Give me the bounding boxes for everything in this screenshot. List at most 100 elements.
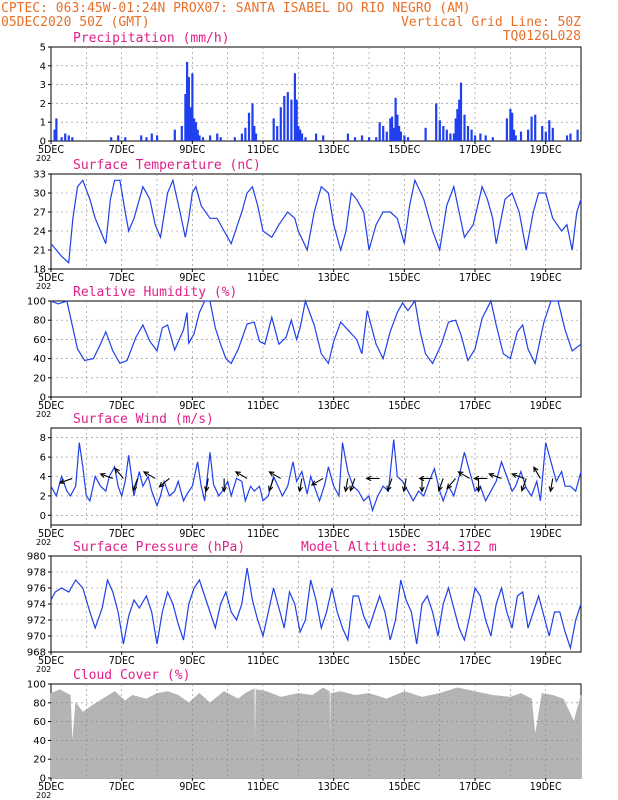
precip-bar [466, 126, 470, 141]
precip-bar [346, 133, 349, 141]
precipitation-frame [50, 46, 582, 142]
x-tick-label: 9DEC [179, 400, 205, 412]
precip-bar [253, 126, 256, 141]
precip-bar [458, 99, 461, 141]
pressure-line [50, 567, 582, 651]
temperature-line [50, 178, 582, 264]
wind-panel: 0 2 4 6 8 5DEC 7DEC 9DEC 11DEC 13DEC 15DEC 17DEC 19D… [36, 412, 582, 547]
x-tick-label: 7DEC [109, 400, 135, 412]
wind-arrow-head [310, 480, 317, 486]
x-tick-label: 7DEC [109, 781, 135, 793]
precip-bar [145, 137, 148, 141]
y-tick-label: 33 [33, 170, 46, 181]
wind-arrow-shaft [345, 478, 349, 492]
wind-arrow [473, 475, 488, 482]
precip-bar [360, 135, 364, 141]
wind-arrow-shaft [114, 468, 124, 479]
x-tick-label: 11DEC [247, 272, 279, 284]
x-tick-label: 17DEC [459, 528, 491, 540]
precip-bar [290, 99, 293, 141]
wind-arrow-shaft [299, 478, 303, 492]
wind-arrow [488, 472, 502, 479]
precip-bar [527, 129, 530, 141]
precip-bar [399, 131, 402, 141]
precip-bar [247, 112, 251, 141]
wind-arrow-shaft [533, 466, 541, 479]
x-tick-label: 17DEC [459, 655, 491, 667]
x-tick-label: 11DEC [247, 528, 279, 540]
y-tick-label: 20 [33, 373, 46, 384]
precip-bar [71, 137, 74, 141]
precip-bar [201, 137, 205, 141]
precip-bar [445, 129, 448, 141]
pressure-title: Surface Pressure (hPa) [73, 540, 245, 555]
x-tick-label: 11DEC [247, 400, 279, 412]
y-tick-label: 21 [33, 246, 46, 257]
precip-bar [216, 133, 219, 141]
y-tick-label: 3 [40, 80, 46, 91]
precip-bar [512, 129, 516, 141]
y-tick-label: 27 [33, 208, 46, 219]
x-year-label: 202 [36, 791, 51, 800]
precip-bar [173, 129, 176, 141]
y-tick-label: 4 [40, 61, 46, 72]
wind-arrow-head [419, 486, 425, 493]
precip-bar [569, 133, 572, 141]
x-tick-label: 7DEC [109, 655, 135, 667]
wind-arrow-head [158, 482, 165, 488]
precip-bar [424, 127, 427, 141]
cloud-cover-title: Cloud Cover (%) [73, 668, 190, 683]
x-tick-label: 17DEC [459, 272, 491, 284]
precip-bar [403, 135, 406, 141]
x-tick-label: 13DEC [318, 400, 350, 412]
precip-bar [442, 126, 445, 141]
cloud-cover-panel: 0 20 40 60 80 100 5DEC 7DEC 9DEC 11DEC 13DEC 15DEC 1… [27, 668, 582, 800]
precip-bar [459, 82, 463, 141]
wind-arrow-head [234, 471, 241, 477]
precip-bar [322, 135, 325, 141]
precip-bar [186, 62, 189, 141]
wind-arrow-shaft [235, 471, 248, 479]
y-tick-label: 2 [40, 491, 46, 502]
wind-arrow [142, 471, 156, 479]
wind-arrow-head [520, 485, 526, 492]
wind-arrow [419, 478, 425, 493]
precip-bar [382, 126, 385, 141]
wind-arrow-shaft [489, 473, 502, 479]
wind-arrow-shaft [387, 478, 393, 491]
x-year-label: 202 [36, 665, 51, 674]
precip-bar [304, 137, 307, 141]
wind-arrow [268, 471, 281, 479]
precip-bar [53, 129, 56, 141]
precip-bar [272, 118, 275, 141]
x-tick-label: 19DEC [530, 528, 562, 540]
precip-bar [474, 135, 477, 141]
precip-bar [300, 133, 304, 141]
y-tick-label: 6 [40, 453, 46, 464]
x-tick-label: 5DEC [38, 655, 64, 667]
y-tick-label: 974 [27, 600, 46, 611]
precip-bar [368, 137, 371, 141]
wind-arrow-head [488, 472, 495, 478]
x-tick-label: 19DEC [530, 781, 562, 793]
wind-arrow-shaft [349, 478, 356, 491]
precip-bar [541, 126, 544, 141]
wind-arrow-head [418, 475, 425, 482]
precip-bar [110, 137, 113, 141]
wind-arrow-head [473, 475, 480, 482]
wind-arrow [234, 471, 248, 479]
x-tick-label: 17DEC [459, 400, 491, 412]
precip-bar [454, 118, 457, 141]
y-tick-label: 8 [40, 433, 46, 444]
humidity-frame [50, 300, 582, 398]
x-tick-label: 15DEC [388, 655, 420, 667]
y-tick-label: 1 [40, 118, 46, 129]
wind-arrow [457, 471, 470, 479]
wind-arrow [511, 472, 525, 479]
precip-bar [279, 107, 282, 141]
precip-bar [375, 137, 378, 141]
wind-arrow [349, 478, 356, 492]
x-tick-label: 9DEC [179, 528, 205, 540]
wind-arrow-head [386, 485, 392, 492]
humidity-title: Relative Humidity (%) [73, 285, 237, 300]
